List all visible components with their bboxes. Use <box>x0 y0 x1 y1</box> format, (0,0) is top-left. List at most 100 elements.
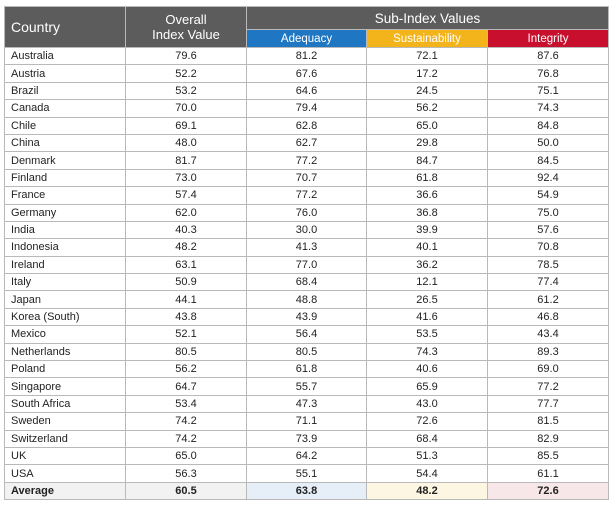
cell-adequacy: 77.2 <box>246 186 367 205</box>
cell-country: Brazil <box>4 81 126 101</box>
cell-integrity: 84.8 <box>486 116 610 135</box>
cell-country: China <box>4 133 126 153</box>
cell-country: Netherlands <box>4 342 126 362</box>
cell-overall: 80.5 <box>125 342 247 362</box>
table-row: Indonesia 48.2 41.3 40.1 70.8 <box>4 238 610 257</box>
table-row: China 48.0 62.7 29.8 50.0 <box>4 133 610 153</box>
cell-sustainability: 41.6 <box>366 307 488 327</box>
cell-sustainability: 26.5 <box>366 290 488 309</box>
cell-sustainability: 51.3 <box>366 446 488 466</box>
table-row: Switzerland 74.2 73.9 68.4 82.9 <box>4 429 610 448</box>
cell-country: Canada <box>4 99 126 118</box>
cell-integrity: 85.5 <box>486 446 610 466</box>
cell-sustainability: 53.5 <box>366 325 488 344</box>
cell-adequacy: 41.3 <box>246 238 367 257</box>
table-row: Netherlands 80.5 80.5 74.3 89.3 <box>4 342 610 362</box>
cell-overall: 56.2 <box>125 360 247 379</box>
cell-integrity: 61.2 <box>486 290 610 309</box>
cell-sustainability: 84.7 <box>366 151 488 170</box>
table-row: Brazil 53.2 64.6 24.5 75.1 <box>4 81 610 101</box>
cell-country: Korea (South) <box>4 307 126 327</box>
cell-sustainability: 74.3 <box>366 342 488 362</box>
cell-sustainability: 29.8 <box>366 133 488 153</box>
cell-sustainability: 24.5 <box>366 81 488 101</box>
cell-sustainability: 65.9 <box>366 377 488 396</box>
table-row: Canada 70.0 79.4 56.2 74.3 <box>4 99 610 118</box>
cell-overall: 69.1 <box>125 116 247 135</box>
cell-sustainability: 56.2 <box>366 99 488 118</box>
cell-overall: 62.0 <box>125 203 247 222</box>
table-row: Finland 73.0 70.7 61.8 92.4 <box>4 168 610 188</box>
cell-sustainability: 40.1 <box>366 238 488 257</box>
cell-sustainability: 36.6 <box>366 186 488 205</box>
cell-overall: 48.0 <box>125 133 247 153</box>
cell-adequacy: 73.9 <box>246 429 367 448</box>
cell-overall: 60.5 <box>125 481 247 501</box>
cell-country: Japan <box>4 290 126 309</box>
cell-integrity: 75.1 <box>486 81 610 101</box>
cell-adequacy: 55.1 <box>246 464 367 483</box>
cell-country: Denmark <box>4 151 126 170</box>
cell-integrity: 50.0 <box>486 133 610 153</box>
cell-adequacy: 80.5 <box>246 342 367 362</box>
header-overall-line1: Overall <box>165 12 207 27</box>
cell-country: Average <box>4 481 126 501</box>
header-adequacy: Adequacy <box>246 29 367 48</box>
cell-adequacy: 61.8 <box>246 360 367 379</box>
cell-country: UK <box>4 446 126 466</box>
cell-overall: 50.9 <box>125 273 247 292</box>
table-row: Denmark 81.7 77.2 84.7 84.5 <box>4 151 610 170</box>
cell-country: Australia <box>4 46 126 66</box>
cell-integrity: 77.4 <box>486 273 610 292</box>
cell-adequacy: 64.6 <box>246 81 367 101</box>
cell-adequacy: 47.3 <box>246 394 367 414</box>
table-row: India 40.3 30.0 39.9 57.6 <box>4 220 610 240</box>
cell-overall: 48.2 <box>125 238 247 257</box>
cell-adequacy: 56.4 <box>246 325 367 344</box>
cell-sustainability: 54.4 <box>366 464 488 483</box>
cell-integrity: 75.0 <box>486 203 610 222</box>
cell-integrity: 70.8 <box>486 238 610 257</box>
cell-overall: 40.3 <box>125 220 247 240</box>
cell-sustainability: 72.1 <box>366 46 488 66</box>
index-table: Country Overall Index Value Sub-Index Va… <box>4 5 610 501</box>
cell-integrity: 46.8 <box>486 307 610 327</box>
cell-integrity: 74.3 <box>486 99 610 118</box>
cell-integrity: 89.3 <box>486 342 610 362</box>
cell-sustainability: 61.8 <box>366 168 488 188</box>
cell-overall: 63.1 <box>125 255 247 275</box>
cell-integrity: 57.6 <box>486 220 610 240</box>
cell-sustainability: 36.2 <box>366 255 488 275</box>
cell-adequacy: 70.7 <box>246 168 367 188</box>
cell-country: Germany <box>4 203 126 222</box>
cell-country: Ireland <box>4 255 126 275</box>
cell-country: Italy <box>4 273 126 292</box>
cell-adequacy: 67.6 <box>246 64 367 83</box>
cell-sustainability: 36.8 <box>366 203 488 222</box>
cell-country: Chile <box>4 116 126 135</box>
cell-integrity: 77.2 <box>486 377 610 396</box>
cell-integrity: 84.5 <box>486 151 610 170</box>
cell-overall: 70.0 <box>125 99 247 118</box>
cell-adequacy: 79.4 <box>246 99 367 118</box>
cell-country: USA <box>4 464 126 483</box>
cell-integrity: 92.4 <box>486 168 610 188</box>
cell-country: Finland <box>4 168 126 188</box>
cell-overall: 79.6 <box>125 46 247 66</box>
cell-integrity: 78.5 <box>486 255 610 275</box>
table-row: Poland 56.2 61.8 40.6 69.0 <box>4 360 610 379</box>
header-integrity: Integrity <box>486 29 610 48</box>
table-header: Country Overall Index Value Sub-Index Va… <box>4 5 610 48</box>
cell-overall: 81.7 <box>125 151 247 170</box>
cell-country: Sweden <box>4 412 126 431</box>
table-row: Italy 50.9 68.4 12.1 77.4 <box>4 273 610 292</box>
cell-overall: 53.2 <box>125 81 247 101</box>
cell-overall: 43.8 <box>125 307 247 327</box>
cell-adequacy: 62.7 <box>246 133 367 153</box>
table-row: Singapore 64.7 55.7 65.9 77.2 <box>4 377 610 396</box>
cell-integrity: 76.8 <box>486 64 610 83</box>
header-country: Country <box>4 6 126 48</box>
cell-country: India <box>4 220 126 240</box>
cell-country: Indonesia <box>4 238 126 257</box>
cell-country: South Africa <box>4 394 126 414</box>
